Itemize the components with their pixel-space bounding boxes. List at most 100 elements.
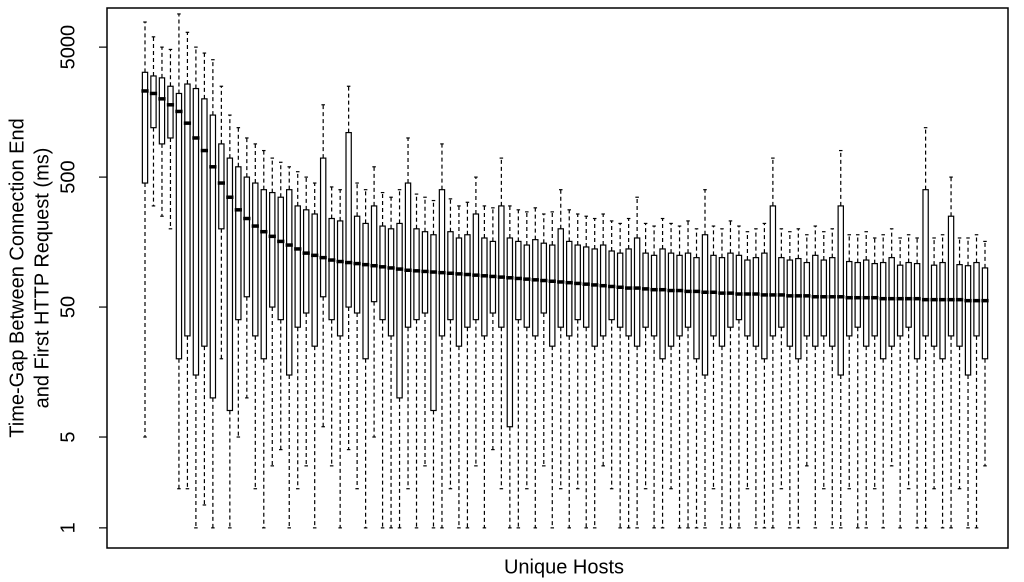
box-lower bbox=[472, 274, 480, 321]
box-upper bbox=[633, 237, 641, 289]
box-lower bbox=[930, 299, 938, 347]
box-lower bbox=[481, 275, 488, 337]
box-upper bbox=[438, 189, 446, 274]
box-upper bbox=[939, 261, 946, 301]
box-upper bbox=[820, 259, 828, 298]
box-upper bbox=[158, 77, 166, 100]
box-lower bbox=[676, 289, 683, 337]
box-lower bbox=[947, 299, 955, 337]
box-lower bbox=[650, 289, 658, 337]
box-lower bbox=[752, 293, 760, 347]
box-lower bbox=[532, 279, 539, 337]
box-lower bbox=[455, 273, 463, 347]
box-upper bbox=[319, 157, 327, 259]
box-upper bbox=[523, 244, 531, 280]
box-upper bbox=[167, 85, 174, 106]
box-lower bbox=[294, 248, 301, 328]
box-upper bbox=[269, 191, 276, 237]
box-upper bbox=[226, 157, 234, 198]
box-upper bbox=[286, 189, 293, 246]
box-upper bbox=[201, 98, 208, 152]
box-upper bbox=[515, 240, 522, 280]
box-lower bbox=[973, 300, 980, 337]
box-lower bbox=[243, 217, 251, 298]
box-upper bbox=[447, 231, 454, 274]
box-lower bbox=[387, 267, 395, 337]
box-lower bbox=[591, 284, 598, 347]
box-upper bbox=[964, 265, 972, 302]
box-upper bbox=[947, 215, 955, 301]
box-upper bbox=[481, 237, 488, 277]
box-lower bbox=[837, 296, 844, 376]
box-lower bbox=[786, 295, 794, 347]
box-lower bbox=[209, 166, 217, 399]
box-upper bbox=[455, 237, 463, 275]
box-upper bbox=[430, 234, 437, 273]
box-lower bbox=[795, 295, 802, 360]
box-upper bbox=[311, 213, 318, 256]
box-upper bbox=[752, 257, 760, 295]
y-tick-label: 5 bbox=[57, 431, 79, 442]
box-upper bbox=[616, 252, 624, 288]
box-upper bbox=[888, 257, 895, 300]
box-lower bbox=[362, 264, 369, 360]
box-upper bbox=[421, 231, 429, 273]
box-upper bbox=[701, 234, 709, 293]
box-upper bbox=[260, 189, 268, 233]
box-upper bbox=[913, 262, 921, 300]
box-upper bbox=[396, 222, 403, 270]
box-upper bbox=[277, 196, 284, 243]
box-lower bbox=[260, 231, 268, 360]
box-lower bbox=[642, 288, 649, 328]
box-upper bbox=[336, 220, 344, 263]
box-lower bbox=[871, 297, 878, 337]
box-upper bbox=[769, 205, 777, 296]
box-lower bbox=[379, 266, 386, 321]
box-upper bbox=[549, 244, 556, 282]
box-upper bbox=[362, 222, 369, 266]
box-upper bbox=[184, 83, 191, 124]
box-lower bbox=[735, 293, 743, 321]
box-lower bbox=[319, 257, 327, 298]
box-upper bbox=[727, 252, 734, 294]
box-upper bbox=[761, 252, 768, 296]
box-lower bbox=[269, 235, 276, 308]
box-upper bbox=[795, 257, 802, 297]
box-lower bbox=[413, 270, 420, 321]
box-lower bbox=[336, 260, 344, 337]
box-lower bbox=[854, 297, 861, 328]
box-lower bbox=[175, 110, 183, 360]
box-upper bbox=[744, 259, 751, 295]
box-upper bbox=[676, 254, 683, 292]
y-tick-label: 5000 bbox=[57, 25, 79, 70]
box-lower bbox=[956, 299, 963, 347]
x-axis-label: Unique Hosts bbox=[504, 556, 624, 578]
box-lower bbox=[404, 269, 412, 328]
box-lower bbox=[896, 298, 904, 337]
box-lower bbox=[829, 296, 836, 347]
box-upper bbox=[582, 246, 590, 285]
box-lower bbox=[659, 289, 666, 360]
box-lower bbox=[311, 254, 318, 347]
box-lower bbox=[718, 292, 726, 347]
box-lower bbox=[769, 294, 777, 337]
box-lower bbox=[599, 285, 607, 337]
box-upper bbox=[642, 252, 649, 290]
box-lower bbox=[353, 262, 361, 314]
box-upper bbox=[625, 248, 632, 289]
box-upper bbox=[141, 71, 149, 92]
box-lower bbox=[506, 277, 514, 428]
box-upper bbox=[370, 205, 378, 267]
box-lower bbox=[879, 298, 887, 360]
box-lower bbox=[515, 277, 522, 321]
box-lower bbox=[710, 291, 717, 337]
box-lower bbox=[540, 279, 548, 314]
box-lower bbox=[939, 299, 946, 360]
box-lower bbox=[727, 292, 734, 328]
box-upper bbox=[404, 182, 412, 271]
box-upper bbox=[650, 254, 658, 291]
box-upper bbox=[218, 143, 225, 184]
box-upper bbox=[803, 261, 811, 297]
box-lower bbox=[430, 271, 437, 412]
box-lower bbox=[141, 90, 149, 184]
